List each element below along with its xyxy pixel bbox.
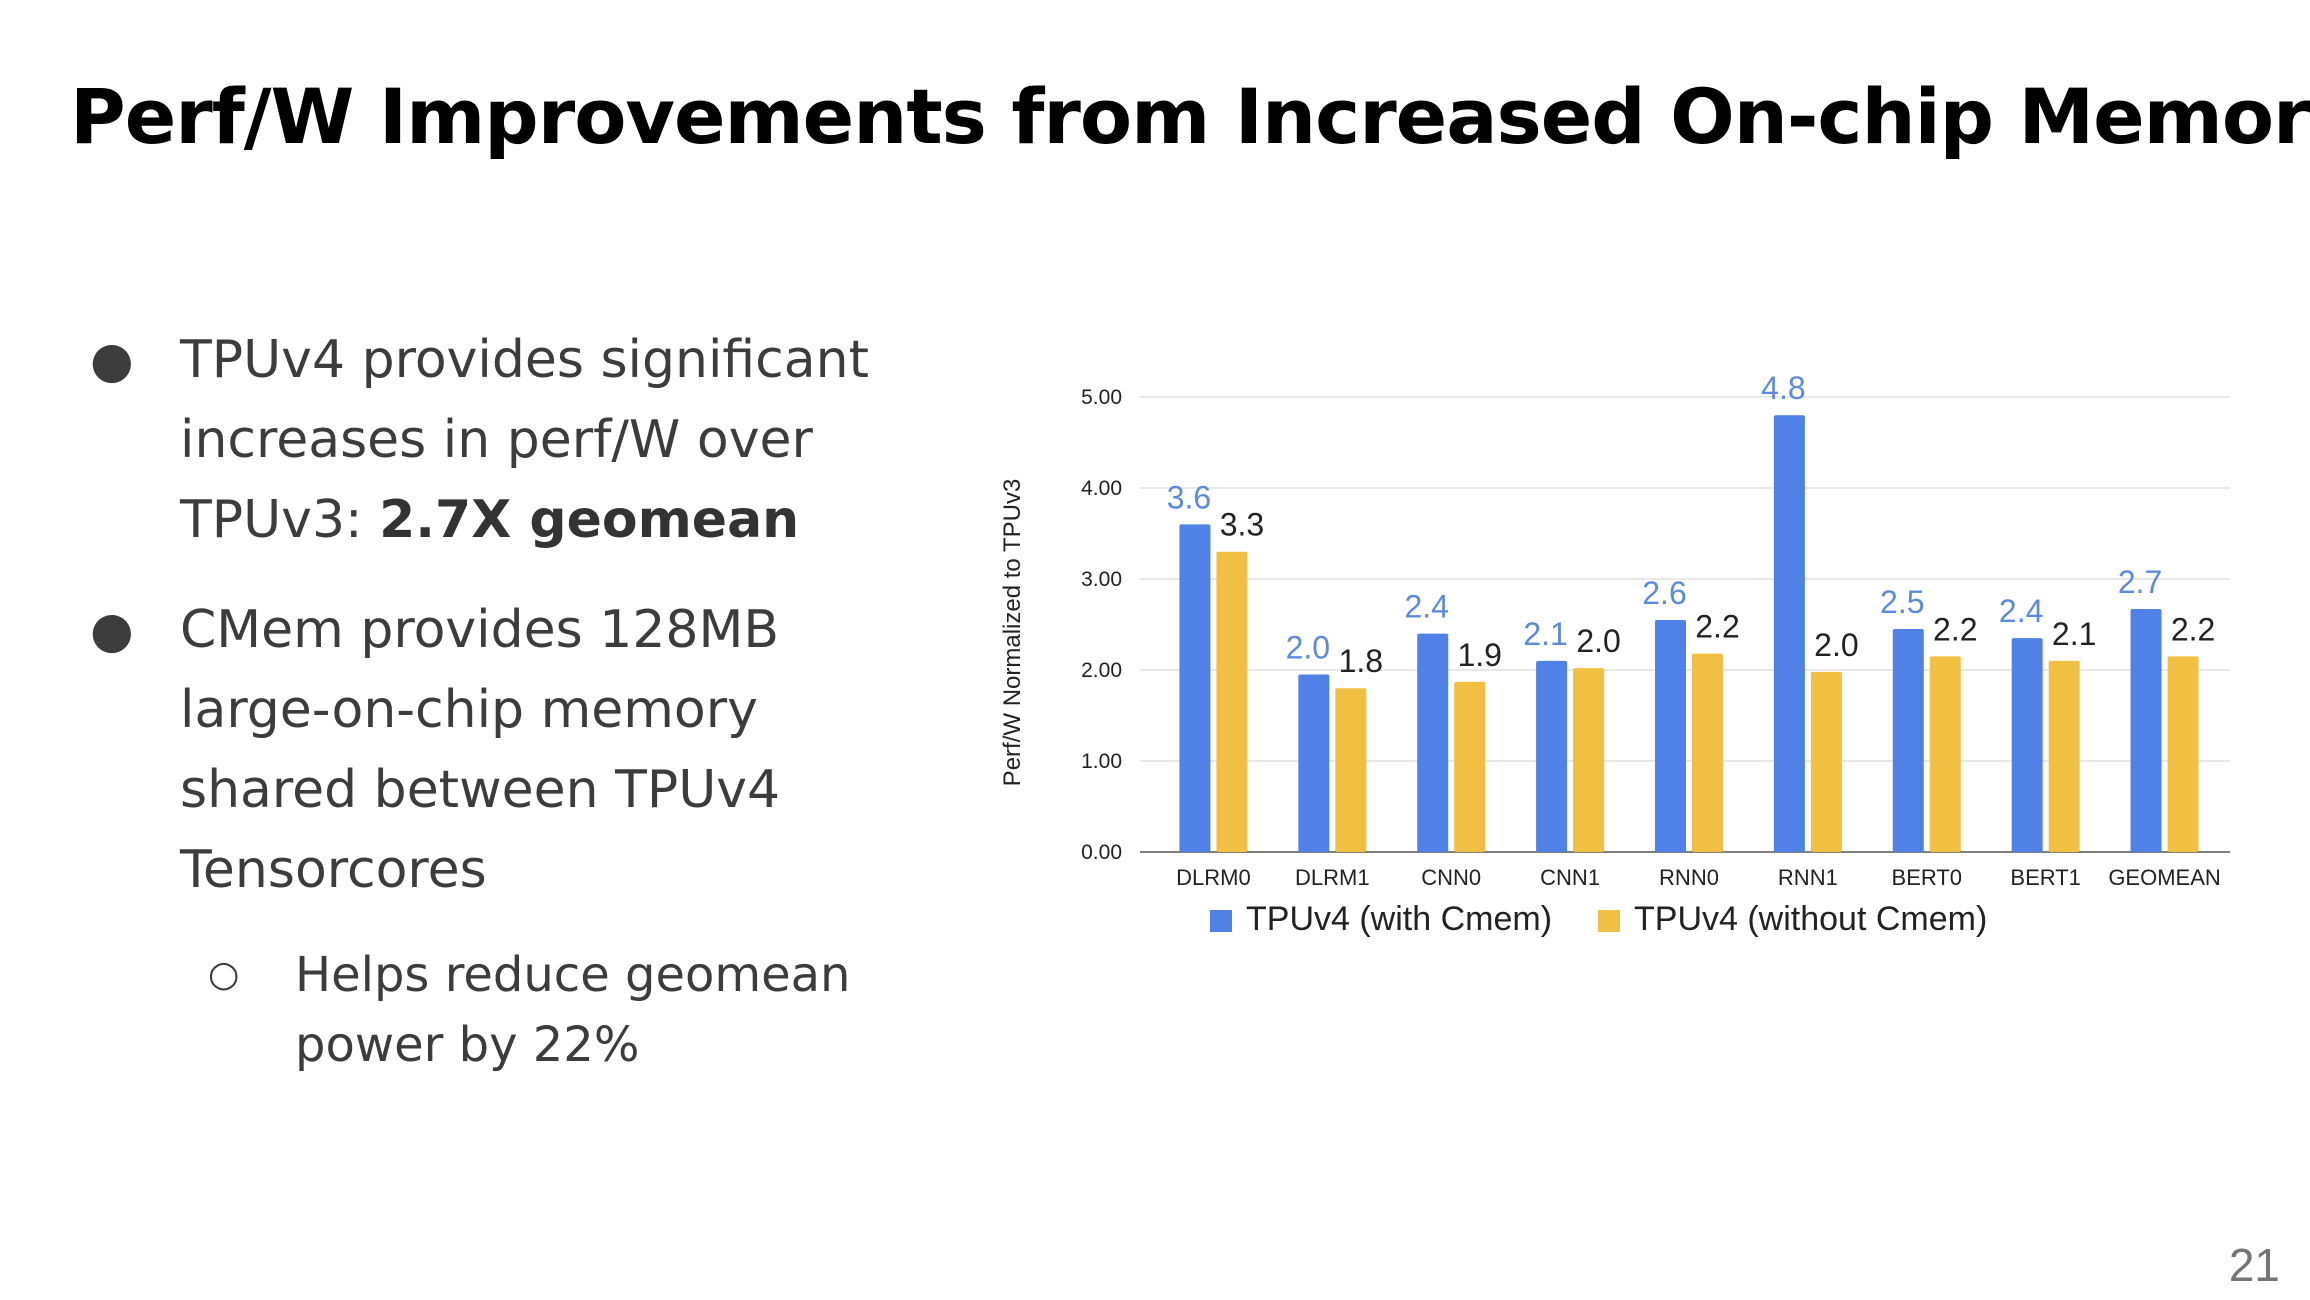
- bar-without-cmem: [1454, 681, 1486, 852]
- bar-without-cmem: [1810, 671, 1842, 852]
- bar-without-cmem: [1573, 668, 1605, 852]
- data-label-without-cmem: 3.3: [1220, 507, 1264, 543]
- page-number: 21: [2228, 1239, 2280, 1291]
- data-label-with-cmem: 2.1: [1523, 616, 1567, 652]
- data-label-without-cmem: 2.0: [1576, 623, 1620, 659]
- x-tick-label: BERT0: [1892, 865, 1963, 890]
- data-label-with-cmem: 3.6: [1167, 479, 1211, 515]
- data-label-with-cmem: 2.0: [1286, 630, 1330, 666]
- y-axis-title: Perf/W Normalized to TPUv3: [999, 479, 1026, 787]
- data-label-without-cmem: 2.0: [1814, 627, 1858, 663]
- x-tick-label: GEOMEAN: [2108, 865, 2220, 890]
- y-tick-label: 3.00: [1081, 568, 1122, 591]
- bar-without-cmem: [1692, 653, 1723, 852]
- data-label-without-cmem: 2.1: [2052, 616, 2096, 652]
- legend-label-without-cmem: TPUv4 (without Cmem): [1634, 900, 1987, 938]
- x-tick-label: DLRM1: [1295, 865, 1370, 890]
- data-label-with-cmem: 2.7: [2118, 564, 2162, 600]
- bar-without-cmem: [1216, 551, 1248, 852]
- bullet-circle-icon: ○: [208, 954, 240, 995]
- bar-without-cmem: [1335, 688, 1367, 852]
- sub-bullet-item: ○ Helps reduce geomean power by 22%: [80, 940, 920, 1080]
- slide-title: Perf/W Improvements from Increased On-ch…: [70, 72, 2310, 161]
- bar-with-cmem: [1536, 660, 1568, 852]
- bar-without-cmem: [2167, 656, 2199, 852]
- legend-label-with-cmem: TPUv4 (with Cmem): [1246, 900, 1552, 938]
- y-tick-label: 2.00: [1081, 659, 1122, 682]
- x-tick-label: RNN0: [1659, 865, 1719, 890]
- data-label-with-cmem: 4.8: [1761, 370, 1805, 406]
- x-tick-label: RNN1: [1778, 865, 1838, 890]
- data-label-without-cmem: 2.2: [1695, 609, 1739, 645]
- x-tick-label: CNN1: [1540, 865, 1600, 890]
- bar-with-cmem: [1773, 415, 1805, 852]
- bullet-text: CMem provides 128MB large-on-chip memory…: [180, 600, 781, 900]
- x-tick-label: DLRM0: [1176, 865, 1251, 890]
- bullet-dot-icon: ●: [90, 601, 134, 659]
- bullet-text: TPUv4 provides significant increases in …: [180, 330, 869, 550]
- data-label-with-cmem: 2.6: [1642, 575, 1686, 611]
- data-label-with-cmem: 2.4: [1999, 593, 2043, 629]
- bar-with-cmem: [2130, 609, 2162, 852]
- bullet-item: ● CMem provides 128MB large-on-chip memo…: [80, 590, 920, 910]
- y-tick-label: 4.00: [1081, 477, 1122, 500]
- y-tick-label: 1.00: [1081, 750, 1122, 773]
- data-label-without-cmem: 2.2: [2171, 611, 2215, 647]
- legend-swatch-with-cmem: [1210, 910, 1232, 932]
- bar-without-cmem: [2048, 660, 2080, 852]
- sub-bullet-text: Helps reduce geomean power by 22%: [295, 947, 851, 1073]
- y-tick-label: 5.00: [1081, 386, 1122, 409]
- bullet-bold-text: 2.7X geomean: [379, 490, 800, 550]
- bullet-list: ● TPUv4 provides significant increases i…: [80, 320, 920, 1080]
- data-label-without-cmem: 1.9: [1457, 637, 1501, 673]
- bar-with-cmem: [1892, 629, 1924, 852]
- data-label-without-cmem: 2.2: [1933, 611, 1977, 647]
- x-tick-label: BERT1: [2010, 865, 2081, 890]
- data-label-with-cmem: 2.4: [1404, 589, 1448, 625]
- bullet-dot-icon: ●: [90, 331, 134, 389]
- bar-with-cmem: [1417, 633, 1449, 852]
- data-label-with-cmem: 2.5: [1880, 584, 1924, 620]
- bullet-item: ● TPUv4 provides significant increases i…: [80, 320, 920, 560]
- bar-with-cmem: [1179, 524, 1211, 852]
- data-label-without-cmem: 1.8: [1339, 643, 1383, 679]
- bar-chart: 0.00 1.00 2.00 3.00 4.00 5.00 Perf/W Normalize…: [999, 370, 2230, 938]
- bar-with-cmem: [1298, 674, 1330, 852]
- legend-swatch-without-cmem: [1598, 910, 1620, 932]
- bar-with-cmem: [2011, 638, 2043, 852]
- bar-with-cmem: [1655, 619, 1686, 852]
- x-tick-label: CNN0: [1421, 865, 1481, 890]
- bar-without-cmem: [1929, 656, 1961, 852]
- y-tick-label: 0.00: [1081, 841, 1122, 864]
